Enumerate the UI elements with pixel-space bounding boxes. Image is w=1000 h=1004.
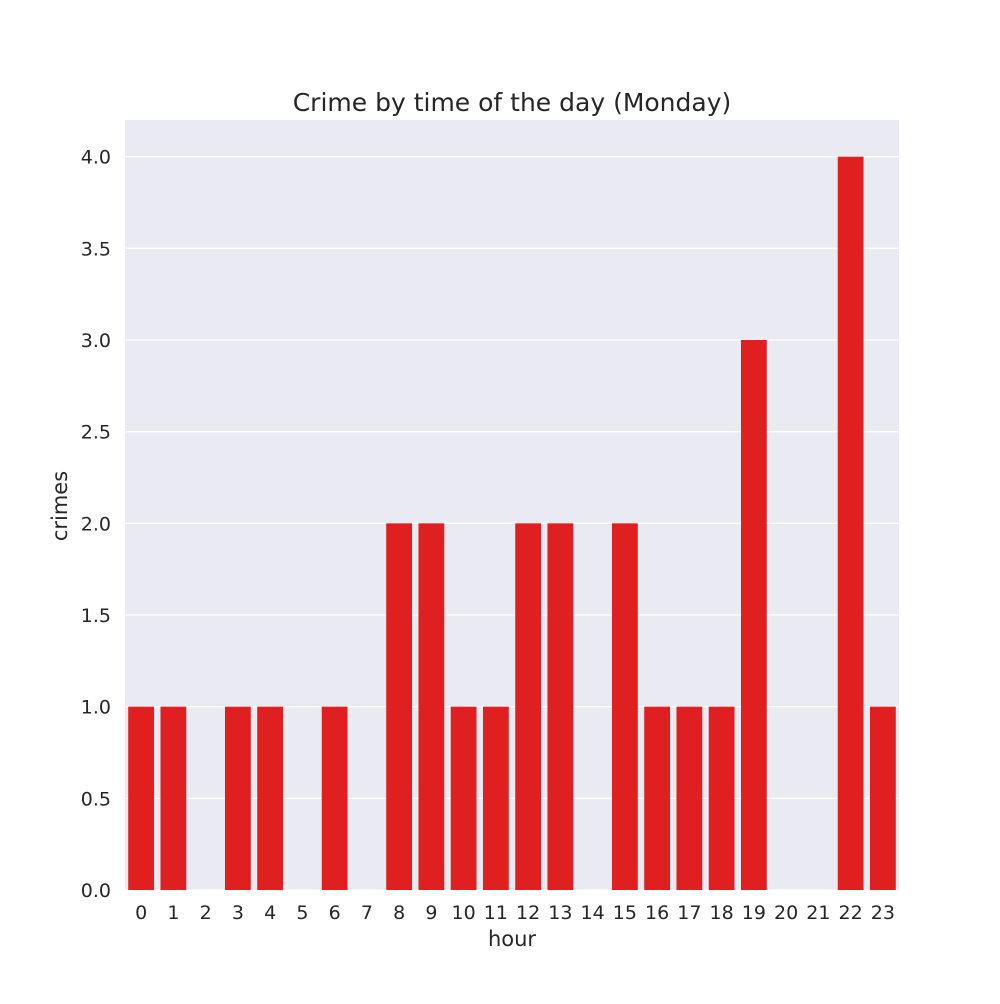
x-tick-label: 10 — [452, 902, 476, 924]
x-tick-label: 19 — [742, 902, 766, 924]
y-tick-label: 2.0 — [81, 513, 111, 535]
x-tick-label: 16 — [645, 902, 669, 924]
x-tick-label: 12 — [516, 902, 540, 924]
bar-hour-19 — [740, 340, 767, 890]
chart-title: Crime by time of the day (Monday) — [293, 88, 732, 117]
bar-hour-13 — [547, 523, 574, 890]
y-axis-label: crimes — [48, 471, 72, 541]
bar-hour-18 — [708, 706, 735, 890]
x-tick-label: 13 — [548, 902, 572, 924]
x-tick-label: 22 — [839, 902, 863, 924]
bar-hour-22 — [837, 156, 864, 890]
grid-lines — [125, 156, 899, 891]
x-tick-label: 23 — [871, 902, 895, 924]
y-tick-label: 2.5 — [81, 422, 111, 444]
x-tick-label: 18 — [710, 902, 734, 924]
x-axis-label: hour — [488, 927, 536, 951]
bar-hour-6 — [321, 706, 348, 890]
bar-hour-0 — [128, 706, 155, 890]
x-tick-label: 14 — [581, 902, 605, 924]
bar-hour-11 — [482, 706, 509, 890]
bar-hour-15 — [611, 523, 638, 890]
bar-hour-10 — [450, 706, 477, 890]
x-tick-label: 5 — [296, 902, 308, 924]
y-tick-label: 3.0 — [81, 330, 111, 352]
y-tick-label: 1.0 — [81, 697, 111, 719]
y-tick-labels: 0.0 0.5 1.0 1.5 2.0 2.5 3.0 3.5 4.0 — [81, 147, 111, 902]
y-tick-label: 3.5 — [81, 238, 111, 260]
bar-hour-3 — [224, 706, 251, 890]
bar-hour-4 — [257, 706, 284, 890]
x-tick-label: 21 — [806, 902, 830, 924]
bar-hour-16 — [644, 706, 671, 890]
x-tick-label: 17 — [677, 902, 701, 924]
x-tick-label: 11 — [484, 902, 508, 924]
y-tick-label: 1.5 — [81, 605, 111, 627]
x-tick-label: 7 — [361, 902, 373, 924]
y-tick-label: 4.0 — [81, 147, 111, 169]
x-tick-label: 2 — [200, 902, 212, 924]
x-tick-label: 0 — [135, 902, 147, 924]
bar-hour-8 — [386, 523, 413, 890]
bar-hour-23 — [869, 706, 896, 890]
x-tick-label: 6 — [329, 902, 341, 924]
x-tick-label: 15 — [613, 902, 637, 924]
x-tick-label: 4 — [264, 902, 276, 924]
x-tick-label: 3 — [232, 902, 244, 924]
y-tick-label: 0.0 — [81, 880, 111, 902]
bar-hour-17 — [676, 706, 703, 890]
x-tick-label: 20 — [774, 902, 798, 924]
bar-hour-9 — [418, 523, 445, 890]
x-tick-label: 9 — [425, 902, 437, 924]
x-tick-label: 8 — [393, 902, 405, 924]
bar-hour-12 — [515, 523, 542, 890]
bar-hour-1 — [160, 706, 187, 890]
x-tick-labels: 0 1 2 3 4 5 6 7 8 9 10 11 12 13 14 15 16 17 18 19 20 21 22 23 — [135, 902, 895, 924]
bars — [128, 156, 896, 890]
y-tick-label: 0.5 — [81, 788, 111, 810]
x-tick-label: 1 — [167, 902, 179, 924]
